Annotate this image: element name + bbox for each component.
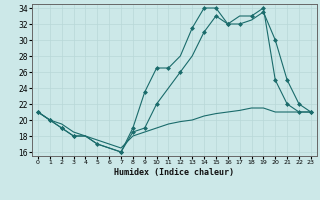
X-axis label: Humidex (Indice chaleur): Humidex (Indice chaleur) <box>115 168 234 177</box>
